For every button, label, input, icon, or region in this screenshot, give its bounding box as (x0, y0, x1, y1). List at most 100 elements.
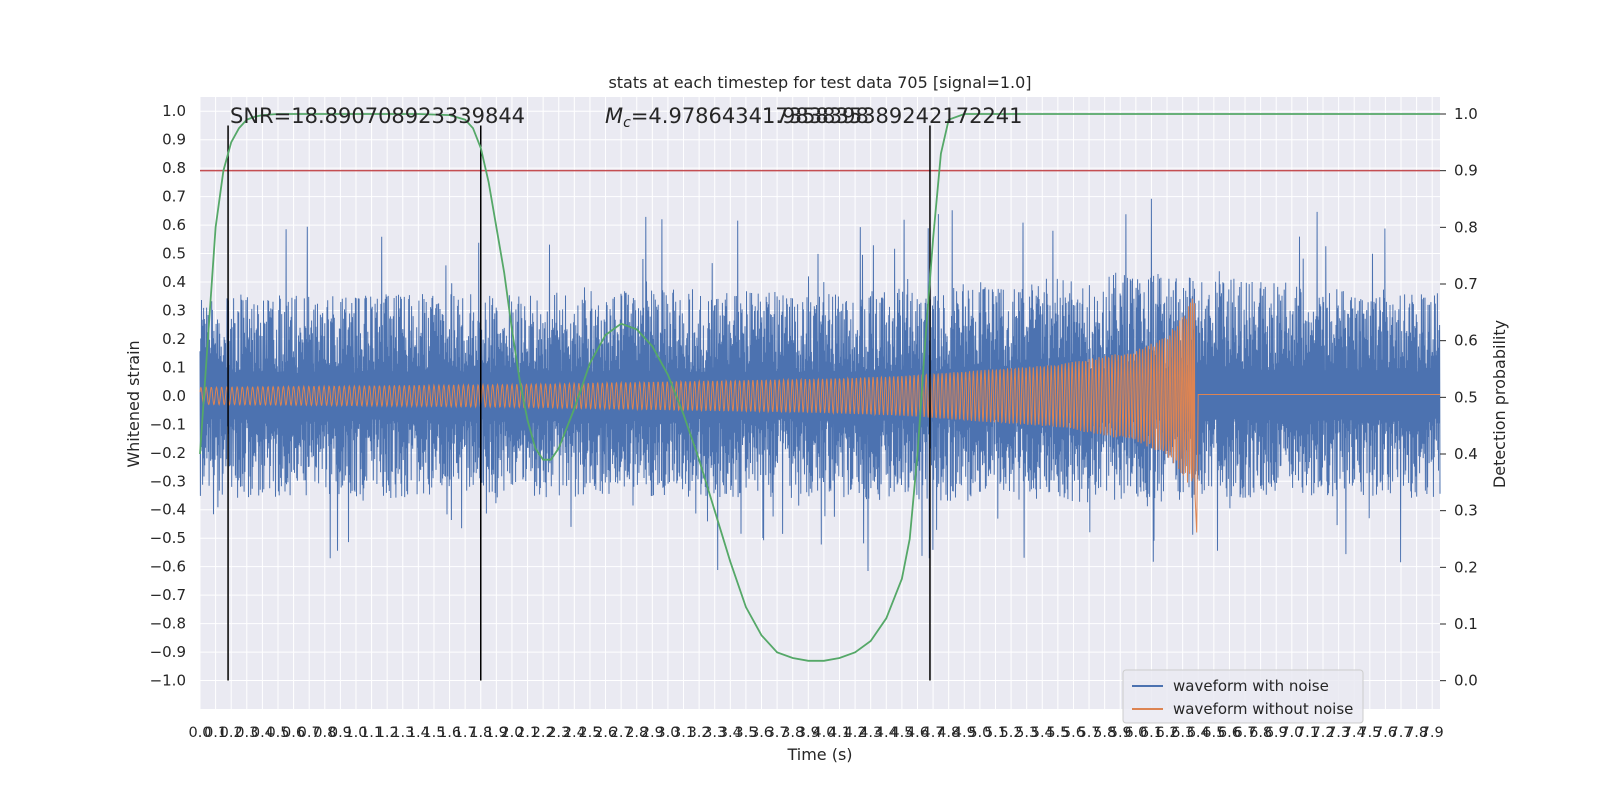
y-tick-label: 0.2 (162, 330, 186, 348)
y2-axis-ticks: 0.0 0.1 0.2 0.3 0.4 0.5 0.6 0.7 0.8 0.9 1.0 (1440, 105, 1478, 690)
y-tick-label: −0.2 (150, 444, 186, 462)
x-tick-label: 5.9 (1109, 725, 1132, 741)
y-tick-label: −0.4 (150, 501, 186, 519)
x-axis-ticks: 0.00.10.20.30.40.50.60.70.80.91.01.11.21… (188, 725, 1443, 741)
x-tick-label: 6.5 (1202, 725, 1225, 741)
chirp-mass-annotation: Mc=4.978643417358398 (605, 104, 869, 131)
x-tick-label: 5.1 (984, 725, 1007, 741)
y2-tick-label: 0.9 (1454, 162, 1478, 180)
x-tick-label: 1.7 (454, 725, 477, 741)
legend-box (1122, 669, 1364, 724)
x-tick-label: 5.4 (1031, 725, 1054, 741)
y-axis-ticks: −1.0 −0.9 −0.8 −0.7 −0.6 −0.5 −0.4 −0.3 −0.2 −0.1… (150, 102, 186, 689)
x-tick-label: 0.6 (282, 725, 305, 741)
y-tick-label: 1.0 (162, 102, 186, 120)
chirp-mass-subscript: c (623, 115, 631, 131)
x-tick-label: 4.1 (828, 725, 851, 741)
x-tick-label: 1.1 (360, 725, 383, 741)
x-tick-label: 6.9 (1265, 725, 1288, 741)
x-tick-label: 3.3 (703, 725, 726, 741)
y2-tick-label: 0.2 (1454, 558, 1478, 576)
x-tick-label: 2.2 (532, 725, 555, 741)
x-tick-label: 1.5 (422, 725, 445, 741)
y-tick-label: 0.5 (162, 245, 186, 263)
x-tick-label: 7.6 (1374, 725, 1397, 741)
y-tick-label: −0.6 (150, 558, 186, 576)
y2-tick-label: 1.0 (1454, 105, 1478, 123)
x-tick-label: 6.3 (1171, 725, 1194, 741)
x-tick-label: 2.5 (578, 725, 601, 741)
x-tick-label: 0.0 (188, 725, 211, 741)
chirp-mass-value: =4.978643417358398 (631, 104, 869, 128)
x-tick-label: 7.2 (1311, 725, 1334, 741)
x-tick-label: 5.5 (1046, 725, 1069, 741)
x-tick-label: 0.3 (235, 725, 258, 741)
x-tick-label: 2.4 (563, 725, 586, 741)
legend-label-with-noise: waveform with noise (1173, 677, 1329, 695)
y-axis-label: Whitened strain (124, 340, 143, 467)
chirp-mass-symbol: M (605, 104, 623, 128)
x-tick-label: 3.0 (656, 725, 679, 741)
x-tick-label: 7.5 (1358, 725, 1381, 741)
x-tick-label: 1.4 (407, 725, 430, 741)
x-tick-label: 5.6 (1062, 725, 1085, 741)
overlapping-annotation: 1.983835389242172241 (762, 104, 1023, 128)
y-tick-label: −0.9 (150, 643, 186, 661)
x-tick-label: 0.2 (220, 725, 243, 741)
x-tick-label: 7.7 (1389, 725, 1412, 741)
legend-label-without-noise: waveform without noise (1173, 700, 1353, 718)
y-tick-label: 0.8 (162, 159, 186, 177)
x-tick-label: 5.3 (1015, 725, 1038, 741)
y2-tick-label: 0.8 (1454, 218, 1478, 236)
legend: waveform with noise waveform without noi… (1122, 669, 1364, 724)
x-tick-label: 1.6 (438, 725, 461, 741)
x-tick-label: 4.0 (812, 725, 835, 741)
x-tick-label: 0.9 (329, 725, 352, 741)
x-tick-label: 4.8 (937, 725, 960, 741)
x-tick-label: 1.2 (376, 725, 399, 741)
y-tick-label: 0.7 (162, 188, 186, 206)
x-tick-label: 2.7 (610, 725, 633, 741)
y2-tick-label: 0.3 (1454, 502, 1478, 520)
snr-annotation: SNR=18.890708923339844 (230, 104, 525, 128)
y-tick-label: 0.0 (162, 387, 186, 405)
x-tick-label: 6.1 (1140, 725, 1163, 741)
y2-tick-label: 0.0 (1454, 672, 1478, 690)
x-tick-label: 6.7 (1234, 725, 1257, 741)
chart-title: stats at each timestep for test data 705… (608, 73, 1031, 92)
x-tick-label: 3.8 (781, 725, 804, 741)
x-tick-label: 6.0 (1124, 725, 1147, 741)
y-tick-label: 0.1 (162, 358, 186, 376)
x-tick-label: 0.8 (313, 725, 336, 741)
data-layer (199, 113, 1441, 681)
x-tick-label: 2.0 (500, 725, 523, 741)
x-tick-label: 3.6 (750, 725, 773, 741)
x-tick-label: 6.8 (1249, 725, 1272, 741)
x-tick-label: 7.1 (1296, 725, 1319, 741)
y2-tick-label: 0.1 (1454, 615, 1478, 633)
y-tick-label: −0.1 (150, 415, 186, 433)
y2-tick-label: 0.6 (1454, 332, 1478, 350)
x-tick-label: 4.2 (844, 725, 867, 741)
x-tick-label: 7.9 (1421, 725, 1444, 741)
x-tick-label: 3.7 (766, 725, 789, 741)
y-tick-label: 0.3 (162, 301, 186, 319)
y-tick-label: −0.3 (150, 472, 186, 490)
x-tick-label: 5.7 (1078, 725, 1101, 741)
x-tick-label: 2.8 (625, 725, 648, 741)
x-tick-label: 4.4 (875, 725, 898, 741)
x-tick-label: 0.5 (266, 725, 289, 741)
x-tick-label: 5.8 (1093, 725, 1116, 741)
x-tick-label: 0.1 (204, 725, 227, 741)
y2-axis-label: Detection probability (1490, 320, 1509, 488)
y-tick-label: −0.8 (150, 615, 186, 633)
x-tick-label: 2.1 (516, 725, 539, 741)
x-tick-label: 2.3 (547, 725, 570, 741)
x-tick-label: 3.1 (672, 725, 695, 741)
x-tick-label: 1.8 (469, 725, 492, 741)
y2-tick-label: 0.4 (1454, 445, 1478, 463)
x-tick-label: 6.6 (1218, 725, 1241, 741)
waveform-without-noise-line (199, 298, 1440, 533)
x-tick-label: 4.3 (859, 725, 882, 741)
